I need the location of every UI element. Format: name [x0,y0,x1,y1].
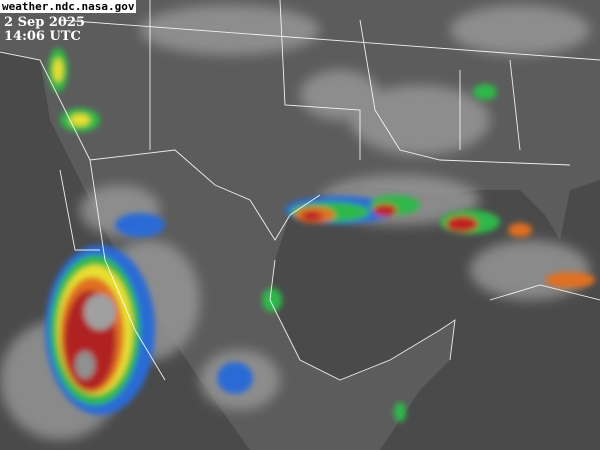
political-borders [0,0,600,381]
time-stamp: 14:06 UTC [4,29,81,44]
convective-storms [45,48,595,422]
date-stamp: 2 Sep 2025 [4,15,86,30]
source-label: weather.ndc.nasa.gov [0,0,137,13]
